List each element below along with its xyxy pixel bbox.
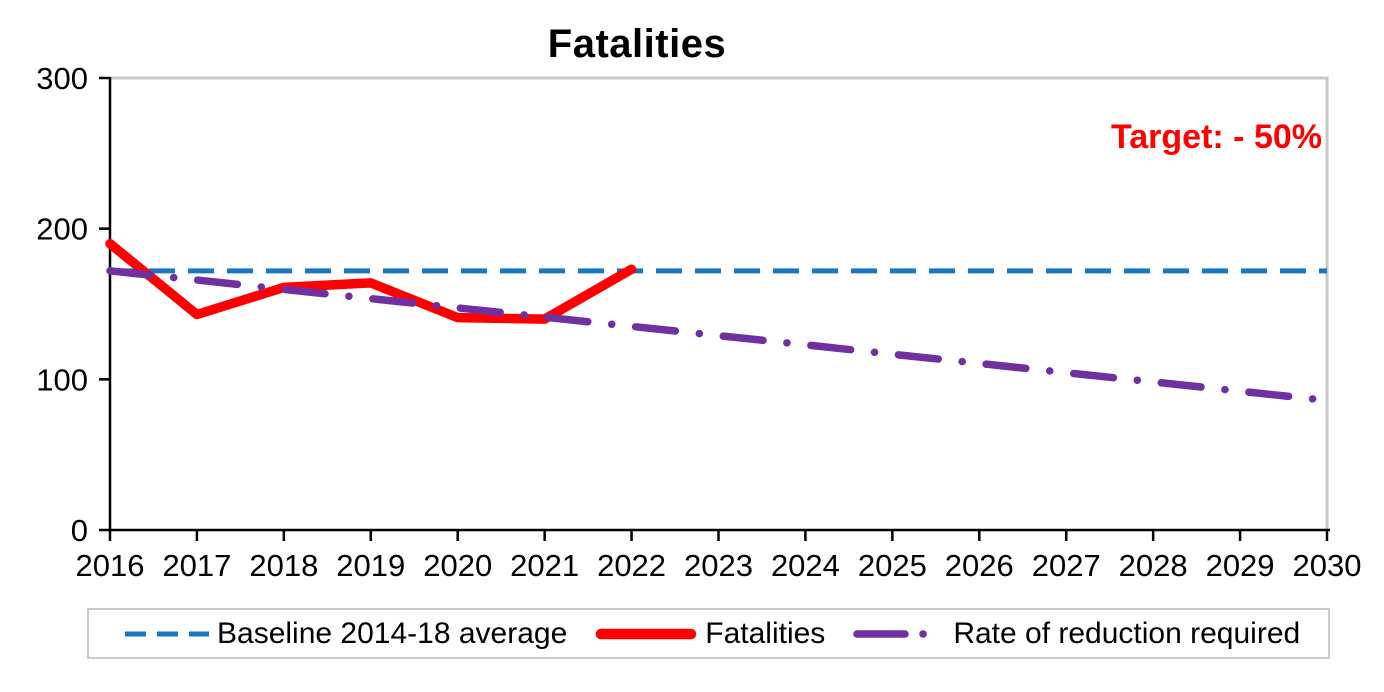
x-axis-tick-label: 2029: [1206, 548, 1275, 583]
legend: Baseline 2014-18 average Fatalities Rate…: [87, 608, 1330, 659]
series-line-fatalities: [105, 238, 637, 324]
target-annotation: Target: - 50%: [1111, 118, 1322, 156]
y-axis-tick-label: 200: [36, 212, 88, 247]
x-axis-tick-label: 2016: [76, 548, 145, 583]
legend-item-rate: Rate of reduction required: [853, 617, 1300, 651]
x-axis-tick-label: 2017: [162, 548, 231, 583]
baseline-dashed-line-icon: [125, 631, 209, 636]
x-axis-tick-label: 2030: [1293, 548, 1362, 583]
y-axis-tick-label: 0: [71, 513, 88, 548]
plot-border: [110, 76, 1329, 530]
legend-label-baseline: Baseline 2014-18 average: [217, 616, 568, 650]
x-axis-tick-label: 2024: [771, 548, 840, 583]
x-axis-tick-label: 2021: [510, 548, 579, 583]
legend-item-fatalities: Fatalities: [595, 617, 825, 651]
legend-label-rate: Rate of reduction required: [953, 616, 1301, 650]
fatalities-solid-line-icon: [596, 628, 697, 639]
rate-dash-dot-line-icon: [853, 629, 946, 638]
x-axis-tick-label: 2026: [945, 548, 1014, 583]
series-line-rate-of-reduction-required: [106, 267, 1331, 405]
x-axis-tick-label: 2025: [858, 548, 927, 583]
legend-item-baseline: Baseline 2014-18 average: [125, 617, 567, 651]
y-axis-tick-label: 300: [36, 61, 88, 96]
y-axis-tick-label: 100: [36, 362, 88, 397]
x-axis-tick-label: 2027: [1032, 548, 1101, 583]
x-axis-tick-label: 2028: [1119, 548, 1188, 583]
x-axis-tick-label: 2022: [597, 548, 666, 583]
x-axis-tick-label: 2023: [684, 548, 753, 583]
x-axis-tick-label: 2020: [423, 548, 492, 583]
legend-label-fatalities: Fatalities: [705, 616, 826, 650]
x-axis-tick-label: 2019: [336, 548, 405, 583]
x-axis-tick-label: 2018: [249, 548, 318, 583]
chart-title: Fatalities: [547, 22, 727, 66]
